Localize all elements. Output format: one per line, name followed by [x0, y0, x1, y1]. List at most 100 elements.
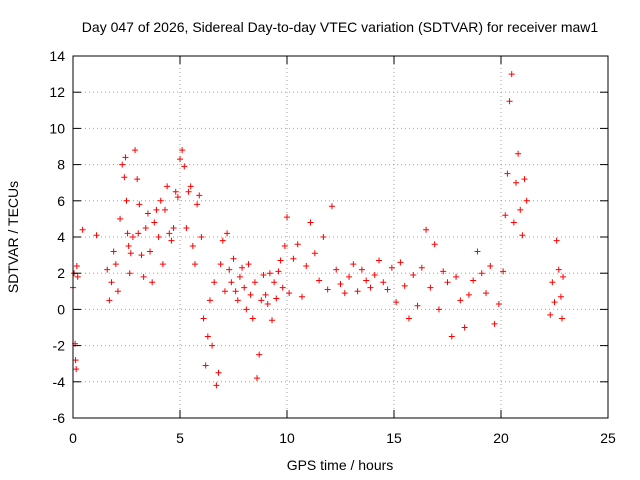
data-point: [508, 71, 515, 78]
data-point: [517, 206, 524, 213]
data-point: [221, 288, 228, 295]
data-point: [183, 224, 190, 231]
data-point: [159, 261, 166, 268]
data-point: [555, 266, 562, 273]
data-point: [277, 257, 284, 264]
x-tick-label: 0: [69, 430, 77, 446]
data-point: [418, 264, 425, 271]
data-point: [73, 366, 80, 373]
data-point: [350, 261, 357, 268]
data-point: [189, 243, 196, 250]
data-point: [435, 306, 442, 313]
data-point: [191, 261, 198, 268]
data-point: [177, 156, 183, 163]
data-point: [138, 252, 145, 259]
data-point: [217, 261, 224, 268]
data-points: [70, 71, 567, 389]
data-point: [73, 262, 80, 269]
data-point: [337, 281, 344, 288]
data-point: [104, 266, 111, 273]
data-point: [224, 230, 231, 237]
data-point: [142, 224, 149, 231]
data-point: [491, 320, 498, 327]
data-point: [500, 268, 507, 275]
data-point: [405, 315, 412, 322]
data-point: [106, 297, 113, 304]
data-point: [478, 270, 485, 277]
x-axis-ticks: 0 5 10 15 20 25: [69, 56, 616, 446]
data-point: [294, 241, 301, 248]
data-point: [549, 279, 556, 286]
data-point: [166, 230, 173, 237]
data-point: [117, 215, 124, 222]
data-point: [179, 147, 186, 154]
data-point: [162, 206, 169, 213]
data-point: [414, 302, 421, 309]
data-point: [271, 279, 278, 286]
data-point: [232, 288, 239, 295]
data-point: [124, 230, 131, 237]
data-point: [243, 306, 250, 313]
data-point: [371, 272, 378, 279]
x-tick-label: 15: [386, 430, 402, 446]
data-point: [144, 210, 151, 217]
y-tick-label: 12: [49, 84, 65, 100]
data-point: [547, 311, 554, 318]
data-point: [307, 219, 314, 226]
data-point: [512, 179, 519, 186]
data-point: [388, 264, 395, 271]
y-tick-label: 8: [57, 157, 65, 173]
data-point: [151, 219, 158, 226]
data-point: [558, 315, 565, 322]
y-axis-label: SDTVAR / TECUs: [5, 181, 21, 293]
data-point: [125, 243, 132, 250]
data-point: [427, 284, 434, 291]
data-point: [410, 272, 417, 279]
data-point: [134, 176, 141, 183]
data-point: [187, 183, 194, 190]
data-point: [281, 243, 288, 250]
data-point: [256, 351, 263, 358]
data-point: [401, 282, 408, 289]
data-point: [110, 248, 117, 255]
data-point: [123, 197, 130, 204]
data-point: [510, 219, 517, 226]
y-tick-label: 6: [57, 193, 65, 209]
data-point: [251, 279, 258, 286]
data-point: [284, 214, 290, 221]
data-point: [523, 197, 530, 204]
data-point: [79, 226, 86, 233]
data-point: [119, 161, 126, 168]
data-point: [560, 273, 567, 280]
data-point: [213, 382, 220, 389]
data-point: [346, 273, 353, 280]
data-point: [264, 300, 271, 307]
data-point: [226, 266, 233, 273]
data-point: [328, 203, 335, 210]
data-point: [72, 357, 79, 364]
data-point: [260, 272, 267, 279]
data-point: [254, 375, 261, 382]
data-point: [333, 266, 340, 273]
data-point: [553, 237, 560, 244]
data-point: [311, 250, 318, 257]
data-point: [502, 212, 509, 219]
data-point: [202, 362, 209, 369]
x-tick-label: 25: [600, 430, 616, 446]
data-point: [423, 226, 430, 233]
data-point: [194, 201, 201, 208]
data-point: [431, 241, 438, 248]
data-point: [324, 286, 331, 293]
data-point: [126, 270, 133, 277]
x-tick-label: 20: [493, 430, 509, 446]
data-point: [196, 192, 203, 199]
y-tick-label: -2: [53, 338, 66, 354]
data-point: [174, 194, 181, 201]
data-point: [230, 255, 237, 262]
data-point: [249, 315, 256, 322]
data-point: [341, 290, 348, 297]
data-point: [153, 206, 160, 213]
data-point: [149, 279, 156, 286]
data-point: [170, 224, 177, 231]
